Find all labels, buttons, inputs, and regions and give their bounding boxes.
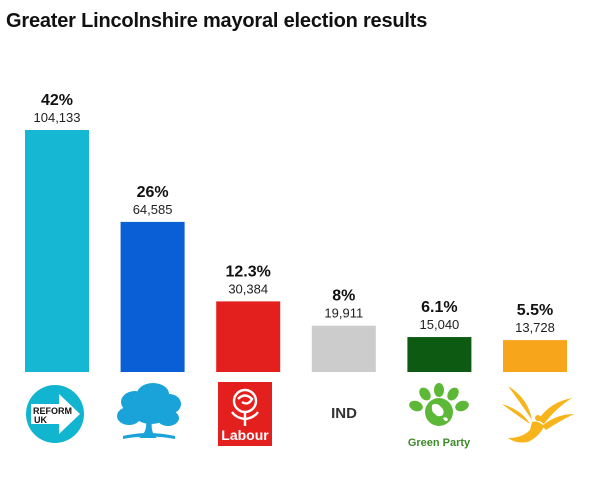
conservative-logo — [113, 380, 183, 442]
libdem-bird-icon — [502, 386, 574, 443]
labour-rose-icon: Labour — [218, 382, 272, 446]
reform-logo-line1: REFORM — [33, 406, 72, 416]
reform-uk-logo: REFORM UK — [25, 384, 85, 444]
percent-label-green-party: 6.1% — [421, 299, 457, 316]
chart-title: Greater Lincolnshire mayoral election re… — [6, 10, 428, 32]
bar-labour — [216, 301, 281, 372]
votes-label-green-party: 15,040 — [420, 317, 460, 332]
percent-label-ind: 8% — [332, 288, 355, 305]
bar-ind — [311, 325, 376, 372]
reform-arrow-icon: REFORM UK — [26, 385, 84, 443]
liberal-democrats-logo — [498, 380, 576, 448]
votes-label-ind: 19,911 — [324, 306, 363, 321]
votes-label-liberal-democrats: 13,728 — [515, 320, 555, 335]
labour-logo: Labour — [218, 382, 272, 446]
votes-label-conservative: 64,585 — [133, 202, 173, 217]
ind-logo-text: IND — [331, 405, 357, 422]
reform-logo-line2: UK — [34, 415, 47, 425]
conservative-tree-icon — [117, 383, 181, 439]
percent-label-conservative: 26% — [137, 184, 169, 201]
votes-label-reform-uk: 104,133 — [34, 110, 81, 125]
labour-logo-text: Labour — [221, 427, 269, 443]
bar-liberal-democrats — [503, 340, 567, 372]
percent-label-reform-uk: 42% — [41, 92, 73, 109]
ind-logo: IND — [313, 400, 375, 424]
bar-conservative — [120, 221, 185, 372]
percent-label-liberal-democrats: 5.5% — [517, 302, 553, 319]
green-globe-icon: Green Party — [408, 383, 471, 449]
green-logo-text: Green Party — [408, 437, 471, 449]
bar-reform-uk — [25, 130, 89, 372]
percent-label-labour: 12.3% — [226, 263, 271, 280]
bar-green-party — [407, 337, 472, 372]
green-party-logo: Green Party — [403, 382, 475, 452]
votes-label-labour: 30,384 — [228, 281, 268, 296]
